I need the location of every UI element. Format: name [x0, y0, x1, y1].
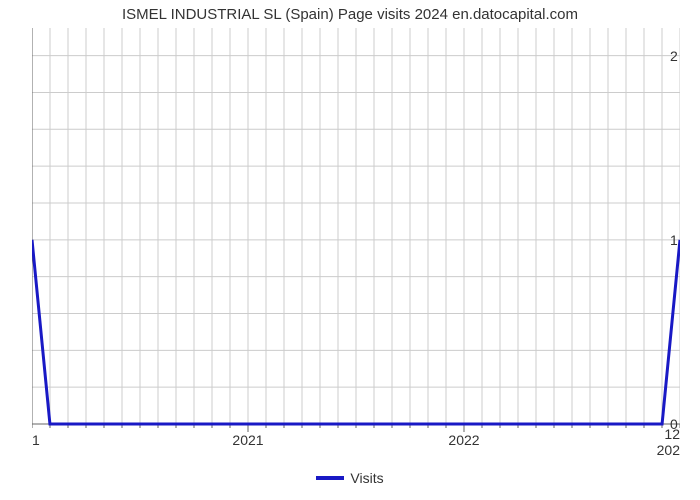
- chart-title: ISMEL INDUSTRIAL SL (Spain) Page visits …: [0, 6, 700, 23]
- x-tick-label-end-top: 12: [664, 426, 680, 442]
- y-tick-label: 2: [670, 48, 696, 64]
- y-tick-label: 1: [670, 232, 696, 248]
- x-tick-label-end-bottom: 202: [657, 442, 680, 458]
- plot-area: [32, 28, 680, 424]
- plot-svg: [32, 28, 680, 438]
- chart-container: { "chart": { "type": "line", "title": "I…: [0, 0, 700, 500]
- x-tick-label: 2021: [232, 432, 263, 448]
- legend-swatch: [316, 476, 344, 480]
- x-tick-label-start: 1: [32, 432, 40, 448]
- legend-label: Visits: [350, 470, 383, 486]
- legend: Visits: [0, 470, 700, 486]
- x-tick-label: 2022: [448, 432, 479, 448]
